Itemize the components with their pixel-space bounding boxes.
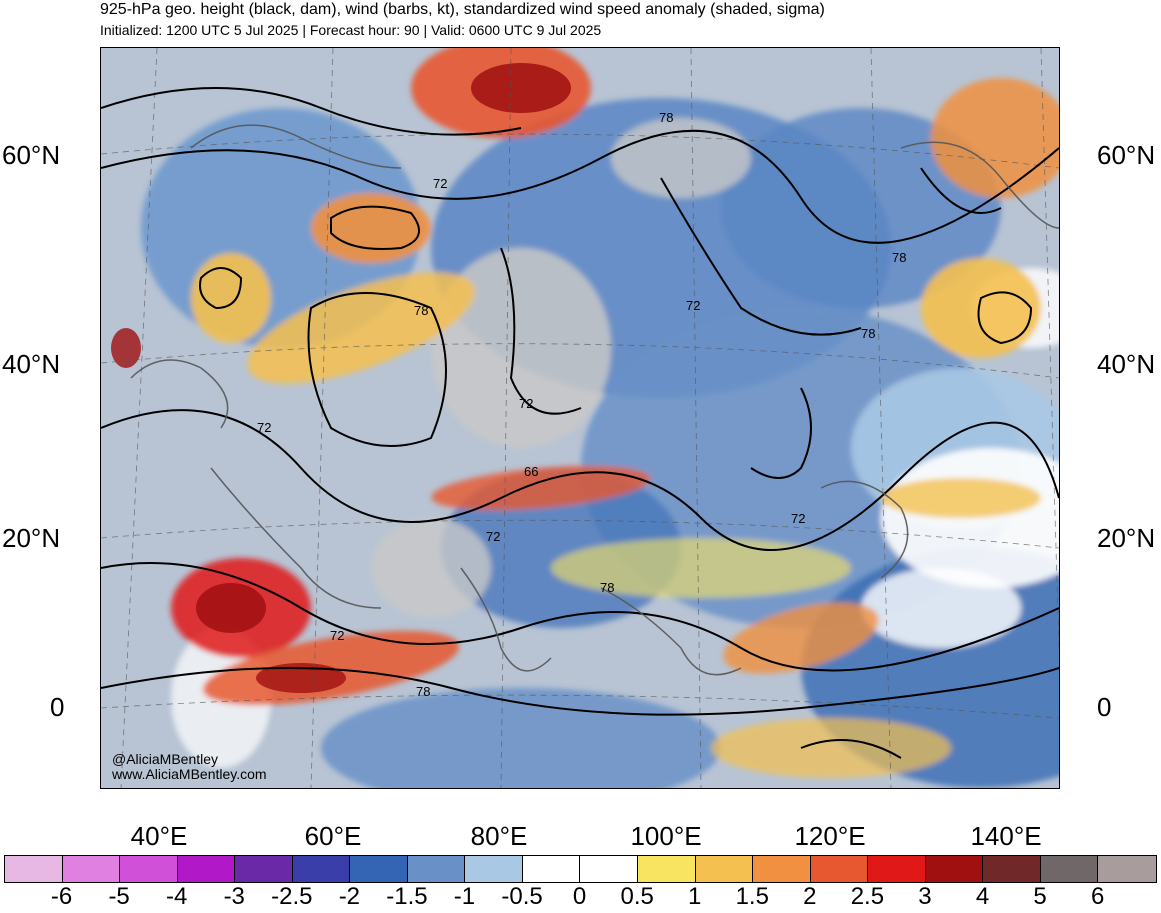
colorbar-swatch [522,856,581,882]
contour-label: 66 [524,464,539,479]
colorbar-swatch [407,856,466,882]
colorbar-label: 2 [803,883,817,910]
lon-label: 80°E [470,821,528,851]
colorbar-label: 5 [1033,883,1047,910]
colorbar-label: -2 [338,883,361,910]
colorbar-swatch [753,856,811,882]
colorbar-swatch [120,856,178,882]
colorbar-swatch [983,856,1041,882]
watermark: @AliciaMBentley www.AliciaMBentley.com [112,752,267,782]
colorbar-label: 6 [1090,883,1105,910]
colorbar-swatch [810,856,869,882]
colorbar-label: 1.5 [735,883,769,910]
colorbar-label: -0.5 [501,883,543,910]
contour-label: 78 [416,684,431,699]
colorbar-swatch [1040,856,1099,882]
lat-label-right: 20°N [1097,523,1156,553]
contour-label: 72 [519,396,534,411]
colorbar-swatch [235,856,293,882]
contour-label: 78 [892,250,907,265]
colorbar-swatch [62,856,121,882]
lat-label-left: 60°N [2,140,61,170]
colorbar-swatch [868,856,926,882]
contour-label: 78 [659,110,674,125]
lat-label-left: 40°N [2,349,61,379]
lat-label-right: 0 [1097,692,1112,722]
colorbar-label: 2.5 [850,883,885,910]
lon-label: 120°E [794,821,866,851]
lat-label-left: 20°N [2,523,61,553]
colorbar-swatch [580,856,639,882]
colorbar-swatch [292,856,351,882]
contour-label: 72 [486,529,501,544]
contour-label: 72 [791,511,806,526]
lon-label: 60°E [304,821,362,851]
contour-label: 72 [330,628,345,643]
forecast-map [100,47,1060,789]
colorbar-label: -6 [50,883,73,910]
colorbar-label: -3 [223,883,245,910]
map-title: 925-hPa geo. height (black, dam), wind (… [100,1,825,18]
contour-label: 78 [414,303,429,318]
colorbar-label: -4 [166,883,188,910]
colorbar-swatch [350,856,408,882]
lat-label-left: 0 [50,692,65,722]
colorbar-label: -2.5 [271,883,313,910]
colorbar-swatch [695,856,754,882]
contour-label: 72 [257,420,272,435]
lon-label: 140°E [970,821,1042,851]
contour-label: 72 [433,176,448,191]
colorbar-label: 0.5 [620,883,654,910]
colorbar-swatch [925,856,984,882]
colorbar [4,855,1157,883]
lat-label-right: 60°N [1097,140,1156,170]
colorbar-swatch [5,856,63,882]
contour-label: 78 [600,580,615,595]
contour-label: 72 [686,298,701,313]
contour-label: 78 [861,326,876,341]
colorbar-label: -5 [108,883,130,910]
colorbar-swatch [638,856,696,882]
lat-label-right: 40°N [1097,349,1156,379]
colorbar-label: 0 [572,883,587,910]
colorbar-swatch [465,856,523,882]
colorbar-swatch [177,856,236,882]
colorbar-label: 3 [918,883,932,910]
colorbar-label: 1 [688,883,702,910]
colorbar-label: 4 [975,883,990,910]
map-subtitle: Initialized: 1200 UTC 5 Jul 2025 | Forec… [100,22,602,38]
lon-label: 40°E [130,821,188,851]
watermark-url: www.AliciaMBentley.com [112,766,267,782]
colorbar-label: -1 [453,883,476,910]
colorbar-swatch [1098,856,1156,882]
watermark-handle: @AliciaMBentley [112,751,219,767]
map-canvas [101,48,1059,788]
colorbar-label: -1.5 [386,883,428,910]
lon-label: 100°E [630,821,702,851]
